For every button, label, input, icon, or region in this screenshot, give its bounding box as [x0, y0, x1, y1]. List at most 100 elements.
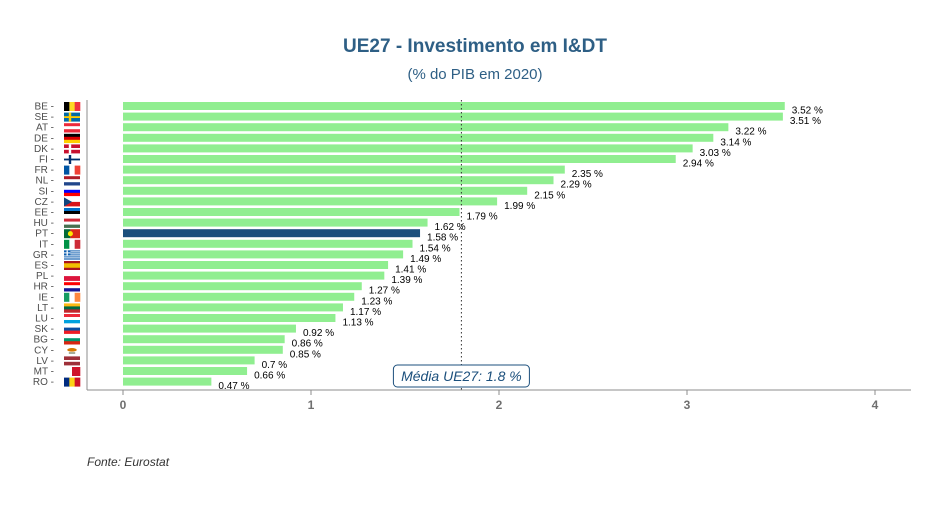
category-label-mt: MT - [34, 367, 54, 378]
bar-ie [123, 292, 355, 301]
bar-ro [123, 377, 212, 386]
category-label-de: DE - [34, 133, 54, 144]
czechia-flag-icon [64, 197, 80, 207]
italy-flag-icon [64, 239, 81, 249]
bar-cz [123, 197, 498, 206]
value-label-gr: 1.49 % [410, 254, 441, 265]
bar-cy [123, 345, 283, 354]
x-tick-label: 3 [684, 398, 691, 412]
value-label-dk: 3.03 % [700, 148, 731, 159]
value-label-fi: 2.94 % [683, 159, 714, 170]
value-label-hu: 1.62 % [435, 222, 466, 233]
category-label-hr: HR - [33, 282, 54, 293]
value-label-pt: 1.58 % [427, 233, 458, 244]
bar-be [123, 102, 785, 110]
chart-subtitle: (% do PIB em 2020) [407, 66, 543, 83]
category-label-cy: CY - [34, 345, 54, 356]
estonia-flag-icon [64, 208, 80, 218]
bar-de [123, 133, 714, 142]
category-label-at: AT - [36, 123, 54, 134]
austria-flag-icon [64, 123, 80, 133]
category-label-lt: LT - [37, 303, 54, 314]
romania-flag-icon [64, 377, 81, 387]
value-label-lv: 0.7 % [262, 360, 288, 371]
bar-hr [123, 282, 362, 291]
finland-flag-icon [64, 155, 80, 164]
greece-flag-icon [64, 250, 80, 260]
x-tick-label: 1 [308, 398, 315, 412]
category-label-it: IT - [39, 239, 54, 250]
value-label-ro: 0.47 % [218, 381, 249, 392]
value-label-sk: 0.92 % [303, 328, 334, 339]
value-label-se: 3.51 % [790, 116, 821, 127]
category-label-sk: SK - [35, 324, 54, 335]
denmark-flag-icon [64, 144, 80, 154]
category-label-cz: CZ - [35, 197, 54, 208]
flag-column [64, 102, 81, 387]
bar-at [123, 123, 729, 132]
x-tick-label: 4 [872, 398, 879, 412]
value-label-lt: 1.17 % [350, 307, 381, 318]
category-label-pl: PL - [36, 271, 54, 282]
value-label-mt: 0.66 % [254, 371, 285, 382]
bulgaria-flag-icon [64, 335, 80, 345]
category-label-ro: RO - [33, 377, 54, 388]
slovakia-flag-icon [64, 324, 80, 334]
category-label-gr: GR - [33, 250, 54, 261]
category-label-nl: NL - [35, 176, 54, 187]
bar-fr [123, 165, 565, 174]
malta-flag-icon [64, 367, 81, 376]
source-note: Fonte: Eurostat [87, 455, 170, 469]
portugal-flag-icon [64, 229, 80, 239]
belgium-flag-icon [64, 102, 81, 111]
value-label-ie: 1.23 % [361, 296, 392, 307]
croatia-flag-icon [64, 282, 80, 292]
luxembourg-flag-icon [64, 314, 80, 324]
latvia-flag-icon [64, 356, 80, 366]
bar-lu [123, 314, 336, 322]
bar-dk [123, 144, 693, 153]
cyprus-flag-icon [64, 345, 80, 355]
bar-mt [123, 367, 248, 375]
value-label-cy: 0.85 % [290, 349, 321, 360]
bar-pt [123, 229, 421, 238]
average-annotation-label: Média UE27: 1.8 % [401, 368, 522, 384]
bar-bg [123, 335, 285, 344]
value-label-ee: 1.79 % [467, 212, 498, 223]
category-label-be: BE - [35, 102, 54, 113]
bar-ee [123, 208, 460, 216]
bar-si [123, 186, 528, 195]
category-label-fr: FR - [35, 165, 54, 176]
category-label-pt: PT - [35, 229, 54, 240]
hungary-flag-icon [64, 218, 80, 228]
category-label-ee: EE - [35, 208, 54, 219]
value-label-lu: 1.13 % [342, 318, 373, 329]
bar-sk [123, 324, 296, 333]
axes: 0 1 2 3 4 [86, 100, 911, 412]
value-label-cz: 1.99 % [504, 201, 535, 212]
bar-fi [123, 155, 676, 163]
bar-gr [123, 250, 404, 259]
poland-flag-icon [64, 271, 80, 281]
value-label-nl: 2.29 % [561, 180, 592, 191]
average-annotation-box [392, 364, 530, 388]
category-label-lu: LU - [35, 314, 54, 325]
category-label-hu: HU - [33, 218, 54, 229]
ireland-flag-icon [64, 292, 81, 302]
bar-nl [123, 176, 554, 185]
category-label-fi: FI - [39, 155, 54, 166]
value-label-pl: 1.39 % [391, 275, 422, 286]
value-label-it: 1.54 % [420, 243, 451, 254]
category-labels: BE -SE -AT -DE -DK -FI -FR -NL -SI -CZ -… [33, 102, 54, 389]
lithuania-flag-icon [64, 303, 80, 313]
value-label-bg: 0.86 % [292, 339, 323, 350]
france-flag-icon [64, 165, 81, 175]
bar-lt [123, 303, 343, 312]
value-label-be: 3.52 % [792, 106, 823, 117]
bar-se [123, 112, 783, 121]
sweden-flag-icon [64, 112, 80, 122]
value-label-es: 1.41 % [395, 265, 426, 276]
chart-title: UE27 - Investimento em I&DT [343, 36, 607, 57]
value-label-at: 3.22 % [735, 127, 766, 138]
